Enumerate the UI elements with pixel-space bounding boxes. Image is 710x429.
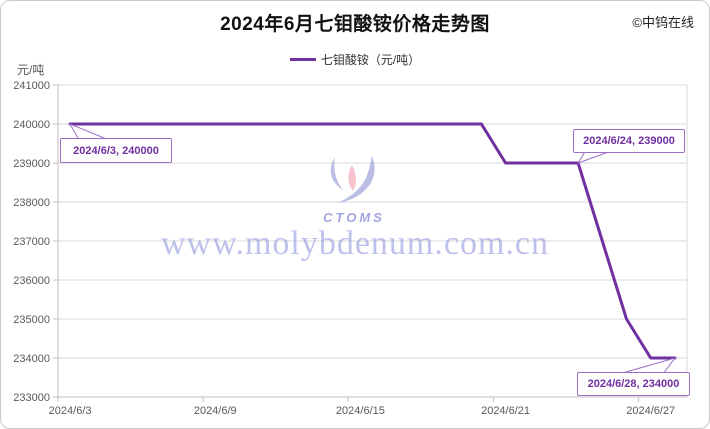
y-tick-label: 241000: [13, 80, 50, 92]
legend-line-swatch: [289, 58, 316, 61]
y-tick-label: 233000: [13, 392, 50, 404]
x-tick-label: 2024/6/15: [336, 405, 385, 417]
copyright-label: ©中钨在线: [632, 15, 694, 30]
x-tick-label: 2024/6/9: [194, 405, 237, 417]
y-tick-label: 239000: [13, 158, 50, 170]
chart-title: 2024年6月七钼酸铵价格走势图: [220, 14, 490, 35]
y-axis-unit-label: 元/吨: [17, 63, 45, 77]
legend: 七钼酸铵（元/吨）: [1, 51, 709, 68]
y-tick-label: 235000: [13, 314, 50, 326]
y-tick-label: 234000: [13, 353, 50, 365]
price-series-line: [68, 122, 677, 360]
x-tick-label: 2024/6/21: [481, 405, 530, 417]
annotation-callout-mid: 2024/6/24, 239000: [573, 129, 685, 153]
y-tick-label: 236000: [13, 275, 50, 287]
y-tick-label: 240000: [13, 119, 50, 131]
y-tick-label: 237000: [13, 236, 50, 248]
x-tick-label: 2024/6/27: [626, 405, 675, 417]
x-tick-label: 2024/6/3: [49, 405, 92, 417]
y-tick-label: 238000: [13, 197, 50, 209]
legend-series-label: 七钼酸铵（元/吨）: [320, 53, 421, 67]
annotation-callout-start: 2024/6/3, 240000: [60, 138, 172, 163]
annotation-callout-end: 2024/6/28, 234000: [577, 372, 690, 396]
